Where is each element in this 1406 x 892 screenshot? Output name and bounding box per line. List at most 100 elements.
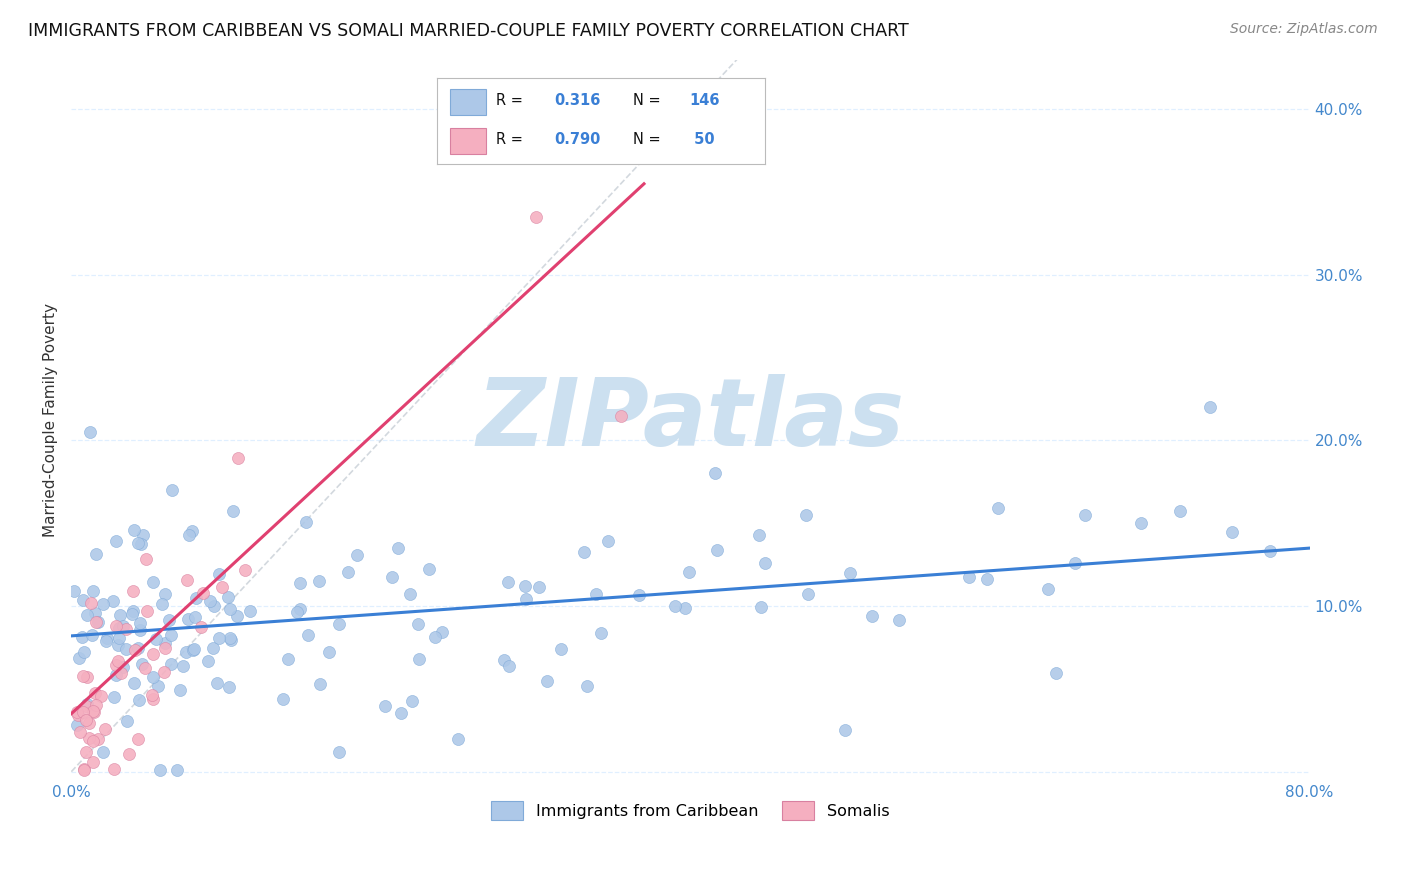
Point xyxy=(536,674,558,689)
Point xyxy=(550,641,572,656)
Point xyxy=(796,508,818,522)
Point xyxy=(596,534,619,549)
Point xyxy=(127,641,149,656)
Point xyxy=(72,669,94,683)
Point xyxy=(529,580,551,594)
Point xyxy=(107,638,129,652)
Point xyxy=(373,698,395,713)
Point xyxy=(142,691,165,706)
Point xyxy=(76,697,98,711)
Point xyxy=(155,635,177,649)
Point xyxy=(129,537,152,551)
Point xyxy=(174,645,197,659)
Point xyxy=(748,527,770,541)
Point xyxy=(211,580,233,594)
Point xyxy=(285,605,308,619)
Point xyxy=(150,597,173,611)
Point xyxy=(177,528,200,542)
Point xyxy=(217,591,239,605)
Point xyxy=(381,569,404,583)
Point xyxy=(219,632,242,646)
Point xyxy=(200,594,222,608)
Point xyxy=(202,599,225,613)
Point xyxy=(498,659,520,673)
Point xyxy=(219,632,242,647)
Y-axis label: Married-Couple Family Poverty: Married-Couple Family Poverty xyxy=(44,302,58,537)
Point xyxy=(177,611,200,625)
Point xyxy=(1063,556,1085,570)
Point xyxy=(122,604,145,618)
Point xyxy=(155,587,177,601)
Point xyxy=(83,686,105,700)
Point xyxy=(77,715,100,730)
Point xyxy=(63,584,86,599)
Point xyxy=(132,528,155,542)
Point xyxy=(136,604,159,618)
Point xyxy=(576,679,599,693)
Point xyxy=(142,648,165,662)
Point xyxy=(146,679,169,693)
Point xyxy=(141,575,163,590)
Point xyxy=(87,731,110,746)
Point xyxy=(389,706,412,721)
Point xyxy=(108,607,131,622)
Point xyxy=(987,500,1010,515)
Point xyxy=(79,425,101,440)
Point xyxy=(169,682,191,697)
Point xyxy=(112,659,135,673)
Point xyxy=(80,628,103,642)
Point xyxy=(135,552,157,566)
Point xyxy=(122,676,145,690)
Point xyxy=(70,630,93,644)
Point xyxy=(73,763,96,777)
Point xyxy=(122,523,145,537)
Point xyxy=(294,515,316,529)
Point xyxy=(134,661,156,675)
Point xyxy=(131,657,153,672)
Point xyxy=(1074,508,1097,522)
Point xyxy=(157,613,180,627)
Point xyxy=(115,714,138,728)
Point xyxy=(108,631,131,645)
Point xyxy=(401,694,423,708)
Point xyxy=(82,584,104,599)
Point xyxy=(191,586,214,600)
Point xyxy=(129,615,152,630)
Point xyxy=(142,670,165,684)
Point xyxy=(408,652,430,666)
Point xyxy=(103,762,125,776)
Point xyxy=(181,524,204,539)
Point xyxy=(160,628,183,642)
Point xyxy=(76,670,98,684)
Point xyxy=(84,615,107,630)
Point xyxy=(219,601,242,615)
Point xyxy=(207,632,229,646)
Point xyxy=(754,557,776,571)
Point xyxy=(184,591,207,606)
Point xyxy=(149,763,172,777)
Point xyxy=(337,565,360,579)
Point xyxy=(121,607,143,621)
Point xyxy=(277,652,299,666)
Point xyxy=(127,536,149,550)
Point xyxy=(77,731,100,746)
Point xyxy=(105,657,128,672)
Point xyxy=(75,713,97,727)
Point xyxy=(84,547,107,561)
Point xyxy=(308,574,330,588)
Point xyxy=(1199,401,1222,415)
Point xyxy=(72,705,94,719)
Point xyxy=(84,698,107,712)
Point xyxy=(160,483,183,498)
Point xyxy=(67,707,90,722)
Point xyxy=(751,600,773,615)
Point xyxy=(226,609,249,624)
Point xyxy=(118,747,141,761)
Point xyxy=(84,606,107,620)
Point xyxy=(515,579,537,593)
Point xyxy=(82,756,104,770)
Point xyxy=(127,731,149,746)
Point xyxy=(494,653,516,667)
Point xyxy=(107,654,129,668)
Point xyxy=(172,658,194,673)
